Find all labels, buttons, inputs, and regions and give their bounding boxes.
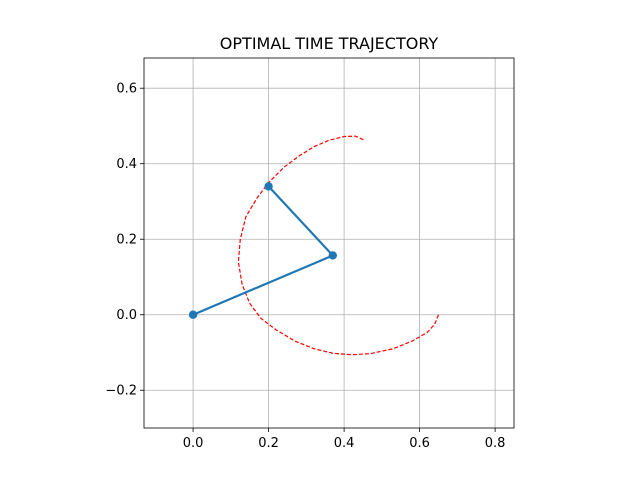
y-tick-label: −0.2 <box>105 384 137 399</box>
x-tick-label: 0.4 <box>334 436 355 451</box>
x-tick-label: 0.2 <box>258 436 279 451</box>
x-tick-label: 0.8 <box>485 436 506 451</box>
series-layer <box>188 135 440 356</box>
chart-title: OPTIMAL TIME TRAJECTORY <box>220 34 439 53</box>
axes-frame <box>143 57 515 429</box>
y-tick-label: 0.4 <box>116 157 137 172</box>
arm-joint-marker <box>328 251 337 260</box>
y-tick-label: 0.6 <box>116 82 137 97</box>
x-tick-label: 0.0 <box>183 436 204 451</box>
ticks: 0.0 0.2 0.4 0.6 0.8 −0.2 0.0 0.2 0.4 0.6 <box>105 82 505 451</box>
trajectory-line <box>237 135 440 356</box>
x-tick-label: 0.6 <box>409 436 430 451</box>
y-tick-label: 0.2 <box>116 233 137 248</box>
arm-joint-marker <box>264 182 273 191</box>
y-tick-label: 0.0 <box>116 308 137 323</box>
grid <box>144 58 514 428</box>
arm-joint-marker <box>188 310 198 319</box>
